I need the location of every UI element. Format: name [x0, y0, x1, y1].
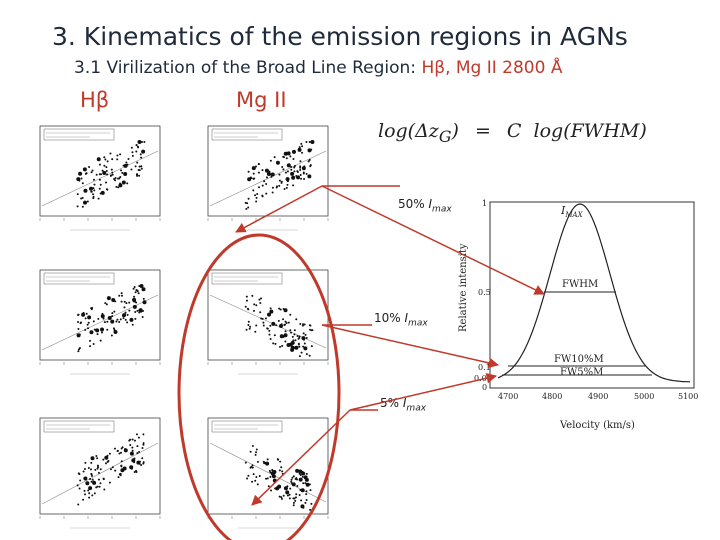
peak-label: IMAX: [561, 204, 583, 220]
scatter-panel-mgii-10: [186, 262, 336, 380]
label-fwhm: FWHM: [562, 279, 599, 290]
note-50-imax: 50% Imax: [398, 197, 452, 215]
scatter-panel-hbeta-50: [18, 118, 168, 236]
profile-xlabel: Velocity (km/s): [560, 420, 635, 431]
scatter-panel-hbeta-10: [18, 262, 168, 380]
label-fw5m: FW5%M: [560, 367, 604, 378]
formula-lhs-sub: G: [438, 126, 452, 146]
formula-equals: =: [474, 120, 491, 142]
scatter-panel-mgii-50: [186, 118, 336, 236]
xtick-4700: 4700: [498, 392, 519, 401]
slide-subtitle: 3.1 Virilization of the Broad Line Regio…: [74, 58, 562, 78]
xtick-5100: 5100: [678, 392, 699, 401]
xtick-4800: 4800: [542, 392, 563, 401]
profile-ylabel: Relative intensity: [458, 243, 469, 332]
xtick-5000: 5000: [634, 392, 655, 401]
note-5-imax: 5% Imax: [380, 396, 427, 414]
scatter-panel-hbeta-5: [18, 410, 168, 534]
subtitle-highlight: Hβ, Mg II 2800 Å: [421, 58, 563, 78]
label-fw10m: FW10%M: [554, 354, 604, 365]
ytick-0-05: 0.05: [474, 374, 492, 383]
formula-lhs-close: ): [451, 120, 459, 142]
ytick-1: 1: [482, 199, 488, 208]
xtick-4900: 4900: [588, 392, 609, 401]
column-label-hbeta: Hβ: [80, 88, 110, 112]
slide-title: 3. Kinematics of the emission regions in…: [52, 22, 628, 51]
formula-lhs: log(Δz: [378, 120, 439, 142]
column-label-mgii: Mg II: [236, 88, 287, 112]
note-10-imax: 10% Imax: [374, 311, 428, 329]
ytick-0-1: 0.1: [478, 363, 491, 372]
ytick-0: 0: [482, 383, 488, 392]
formula-rhs: log(FWHM): [533, 120, 647, 142]
virial-formula: log(ΔzG) = C log(FWHM): [378, 120, 647, 146]
line-profile-figure: [489, 201, 695, 389]
profile-curve: [497, 203, 691, 383]
scatter-panel-mgii-5: [186, 410, 336, 534]
formula-c: C: [506, 120, 522, 142]
ytick-0-5: 0.5: [478, 288, 491, 297]
subtitle-prefix: 3.1 Virilization of the Broad Line Regio…: [74, 58, 422, 78]
